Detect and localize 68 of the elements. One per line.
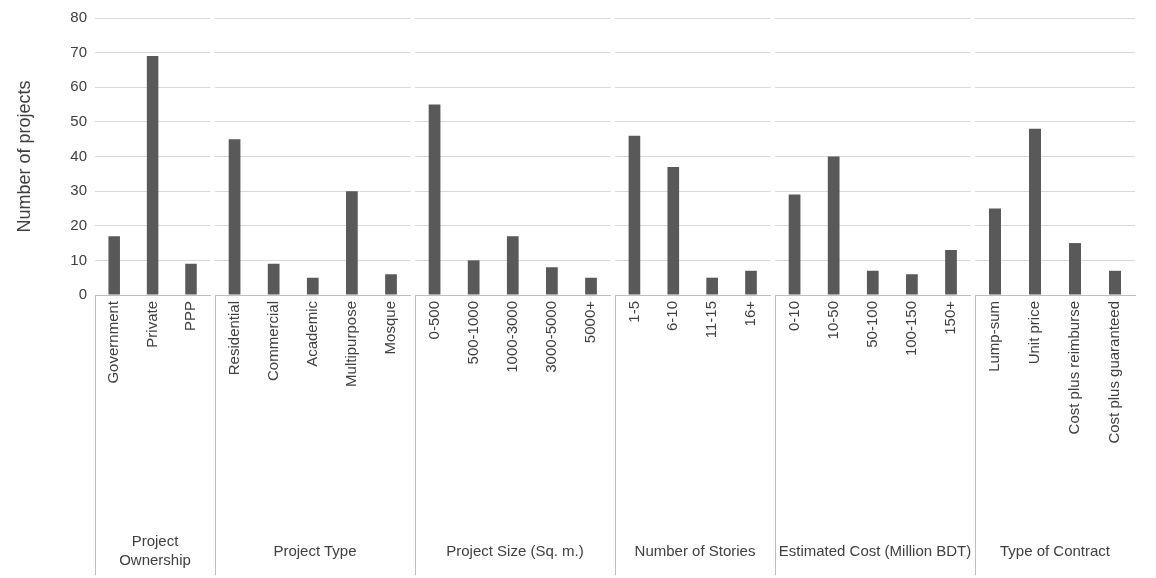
bar	[906, 274, 918, 295]
y-tick-label: 30	[70, 181, 87, 199]
bar	[185, 263, 197, 295]
x-tick-label: 10-50	[823, 301, 841, 340]
bar	[585, 277, 597, 295]
bar	[1109, 270, 1121, 295]
bar	[385, 274, 397, 295]
x-axis-title: Type of Contract	[998, 540, 1112, 561]
x-tick-label: Commercial	[263, 301, 281, 382]
x-tick-label: Academic	[302, 300, 320, 367]
y-tick-label: 80	[70, 8, 87, 26]
x-tick-label: 100-150	[902, 301, 920, 357]
x-tick-label: 16+	[741, 300, 759, 327]
bar	[228, 139, 241, 295]
y-tick-label: 70	[70, 42, 87, 60]
bar	[267, 263, 280, 295]
x-tick-label: Government	[104, 300, 122, 384]
x-axis-title: Number of Stories	[633, 540, 757, 561]
x-axis-title: Project Ownership	[118, 531, 192, 570]
bar	[108, 236, 120, 295]
x-tick-label: 500-1000	[463, 301, 481, 365]
x-tick-label: 150+	[941, 300, 959, 335]
bar	[306, 277, 319, 295]
bar	[1029, 128, 1041, 295]
bar	[745, 270, 757, 295]
y-tick-label: 50	[70, 112, 87, 130]
x-axis-title: Project Size (Sq. m.)	[445, 540, 585, 561]
x-tick-label: Residential	[224, 301, 242, 376]
bar	[346, 191, 358, 295]
bar	[788, 194, 801, 295]
bar	[546, 267, 558, 295]
bar	[667, 166, 680, 295]
bar	[945, 249, 957, 295]
x-tick-label: 1000-3000	[502, 301, 520, 373]
x-tick-label: Private	[142, 301, 160, 348]
x-tick-label: Mosque	[381, 301, 399, 355]
bar	[467, 260, 480, 295]
bar	[506, 236, 519, 295]
x-tick-label: Cost plus reimburse	[1065, 301, 1083, 435]
x-tick-label: Cost plus guaranteed	[1105, 301, 1123, 444]
bar	[428, 104, 441, 295]
bar	[628, 135, 641, 295]
y-tick-label: 60	[70, 77, 87, 95]
bar	[866, 270, 879, 295]
y-axis-title: Number of projects	[13, 80, 34, 233]
x-tick-label: 0-500	[424, 301, 442, 340]
bar	[989, 208, 1001, 295]
x-tick-label: Multipurpose	[342, 301, 360, 387]
bar	[1069, 243, 1081, 295]
y-tick-label: 10	[70, 250, 87, 268]
bar	[706, 277, 718, 295]
bar	[146, 56, 159, 295]
x-tick-label: 6-10	[663, 301, 681, 332]
x-axis-title: Project Type	[272, 540, 358, 561]
x-tick-label: PPP	[181, 301, 199, 332]
x-tick-label: 50-100	[862, 301, 880, 348]
x-tick-label: 3000-5000	[542, 301, 560, 373]
x-tick-label: 1-5	[624, 301, 642, 323]
x-tick-label: 5000+	[581, 300, 599, 344]
y-tick-label: 0	[78, 285, 87, 303]
y-tick-label: 20	[70, 215, 87, 233]
x-tick-label: 0-10	[784, 301, 802, 332]
bar	[827, 156, 840, 295]
y-tick-label: 40	[70, 146, 87, 164]
x-tick-label: Lump-sum	[985, 301, 1003, 372]
x-tick-label: 11-15	[702, 301, 720, 339]
x-tick-label: Unit price	[1025, 301, 1043, 365]
x-axis-title: Estimated Cost (Million BDT)	[777, 540, 973, 561]
